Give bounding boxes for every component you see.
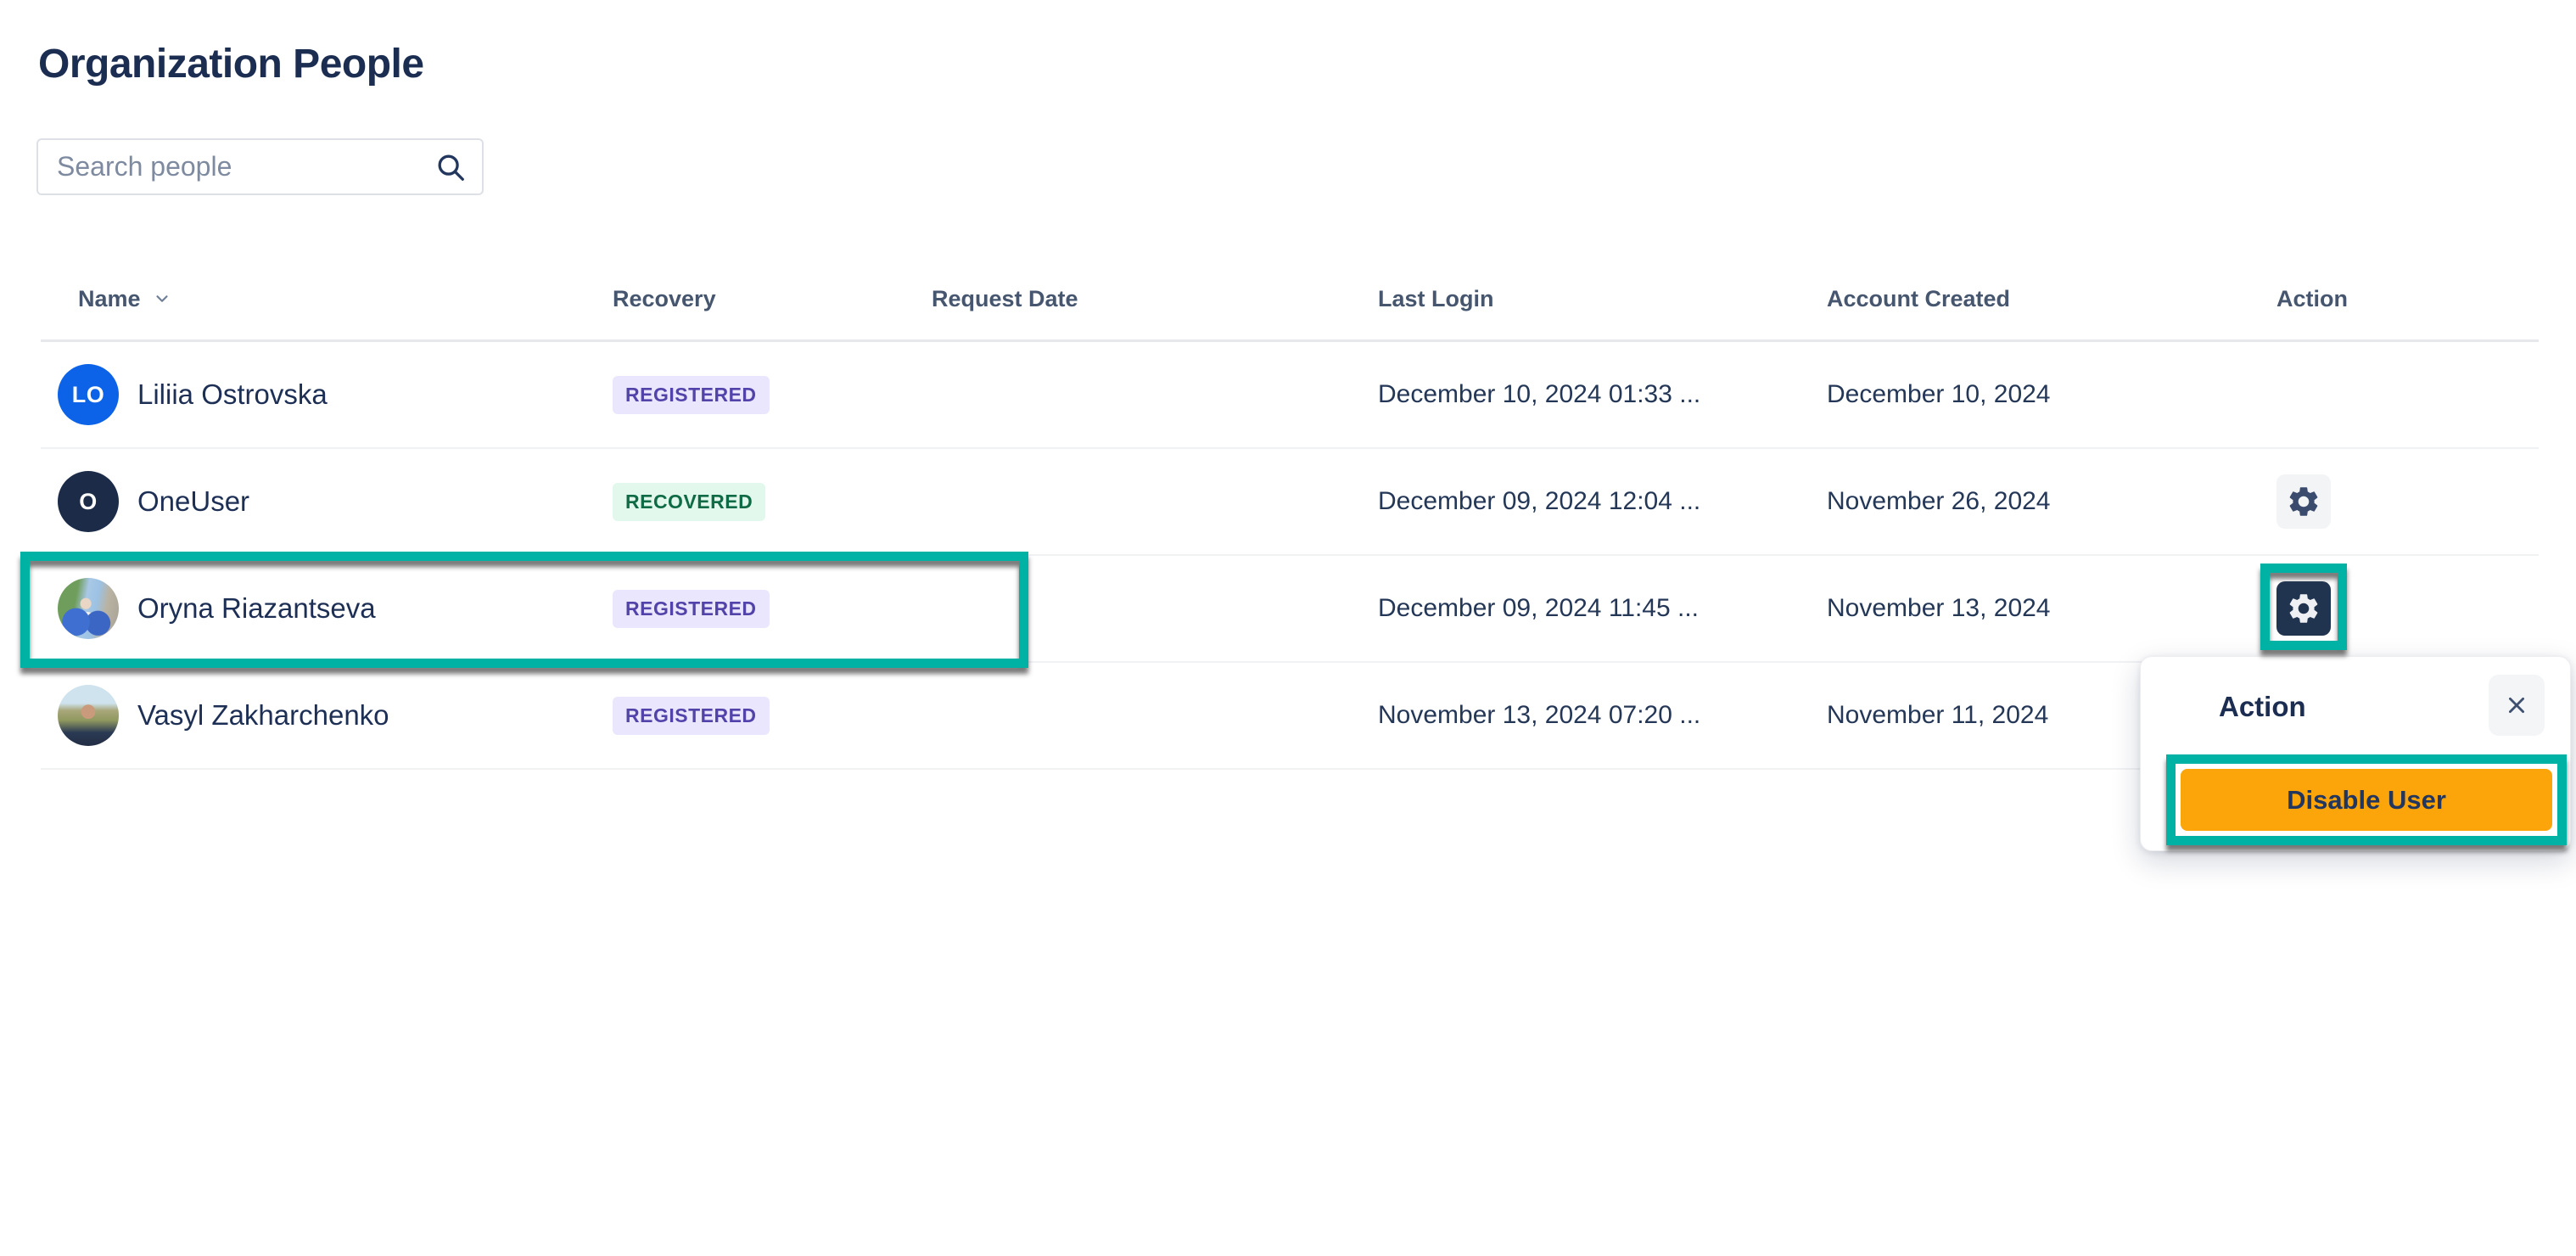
table-row: Oryna Riazantseva REGISTERED December 09… — [41, 556, 2539, 663]
avatar: LO — [58, 364, 119, 425]
cell-name: Oryna Riazantseva — [41, 578, 613, 639]
table-row: Vasyl Zakharchenko REGISTERED November 1… — [41, 663, 2539, 770]
person-name: Vasyl Zakharchenko — [137, 699, 389, 731]
cell-recovery: RECOVERED — [613, 482, 932, 521]
popup-close-button[interactable] — [2489, 675, 2545, 736]
person-name: Oryna Riazantseva — [137, 592, 376, 624]
status-badge: REGISTERED — [613, 589, 770, 628]
column-header-name[interactable]: Name — [41, 286, 613, 312]
gear-icon — [2289, 594, 2318, 623]
chevron-down-icon — [155, 295, 168, 302]
search-input[interactable] — [57, 151, 424, 182]
status-badge: REGISTERED — [613, 696, 770, 735]
cell-account-created: November 13, 2024 — [1827, 594, 2051, 622]
table-row: O OneUser RECOVERED December 09, 2024 12… — [41, 449, 2539, 556]
settings-gear-button-active[interactable] — [2276, 581, 2331, 636]
popup-title: Action — [2219, 691, 2306, 722]
cell-last-login: December 10, 2024 01:33 ... — [1378, 380, 1701, 408]
person-name: Liliia Ostrovska — [137, 378, 328, 410]
table-row: LO Liliia Ostrovska REGISTERED December … — [41, 342, 2539, 449]
people-table: Name Recovery Request Date Last Login Ac… — [41, 258, 2539, 770]
cell-account-created: November 26, 2024 — [1827, 487, 2051, 515]
column-header-account-created: Account Created — [1827, 285, 2011, 311]
cell-account-created: December 10, 2024 — [1827, 380, 2051, 408]
column-header-action: Action — [2276, 285, 2348, 311]
cell-recovery: REGISTERED — [613, 375, 932, 414]
column-header-name-label: Name — [78, 285, 141, 311]
cell-action — [2276, 474, 2539, 529]
cell-name: Vasyl Zakharchenko — [41, 685, 613, 746]
search-icon[interactable] — [434, 151, 467, 183]
status-badge: REGISTERED — [613, 375, 770, 414]
avatar: O — [58, 471, 119, 532]
cell-action — [2276, 581, 2539, 636]
cell-account-created: November 11, 2024 — [1827, 701, 2049, 729]
cell-name: O OneUser — [41, 471, 613, 532]
table-header-row: Name Recovery Request Date Last Login Ac… — [41, 258, 2539, 342]
avatar-photo — [58, 685, 119, 746]
status-badge: RECOVERED — [613, 482, 766, 521]
action-popup: Action Disable User — [2140, 656, 2571, 851]
avatar-photo — [58, 578, 119, 639]
column-header-recovery: Recovery — [613, 285, 716, 311]
cell-last-login: November 13, 2024 07:20 ... — [1378, 701, 1701, 729]
column-header-request-date: Request Date — [932, 285, 1078, 311]
cell-name: LO Liliia Ostrovska — [41, 364, 613, 425]
close-icon — [2509, 698, 2524, 713]
highlight-disable-user-button: Disable User — [2166, 754, 2567, 845]
person-name: OneUser — [137, 485, 250, 517]
cell-recovery: REGISTERED — [613, 696, 932, 735]
cell-last-login: December 09, 2024 12:04 ... — [1378, 487, 1701, 515]
cell-recovery: REGISTERED — [613, 589, 932, 628]
settings-gear-button[interactable] — [2276, 474, 2331, 529]
search-box — [36, 138, 484, 195]
disable-user-button[interactable]: Disable User — [2181, 769, 2552, 831]
gear-icon — [2289, 487, 2318, 516]
page-title: Organization People — [38, 42, 424, 87]
cell-last-login: December 09, 2024 11:45 ... — [1378, 594, 1700, 622]
column-header-last-login: Last Login — [1378, 285, 1494, 311]
